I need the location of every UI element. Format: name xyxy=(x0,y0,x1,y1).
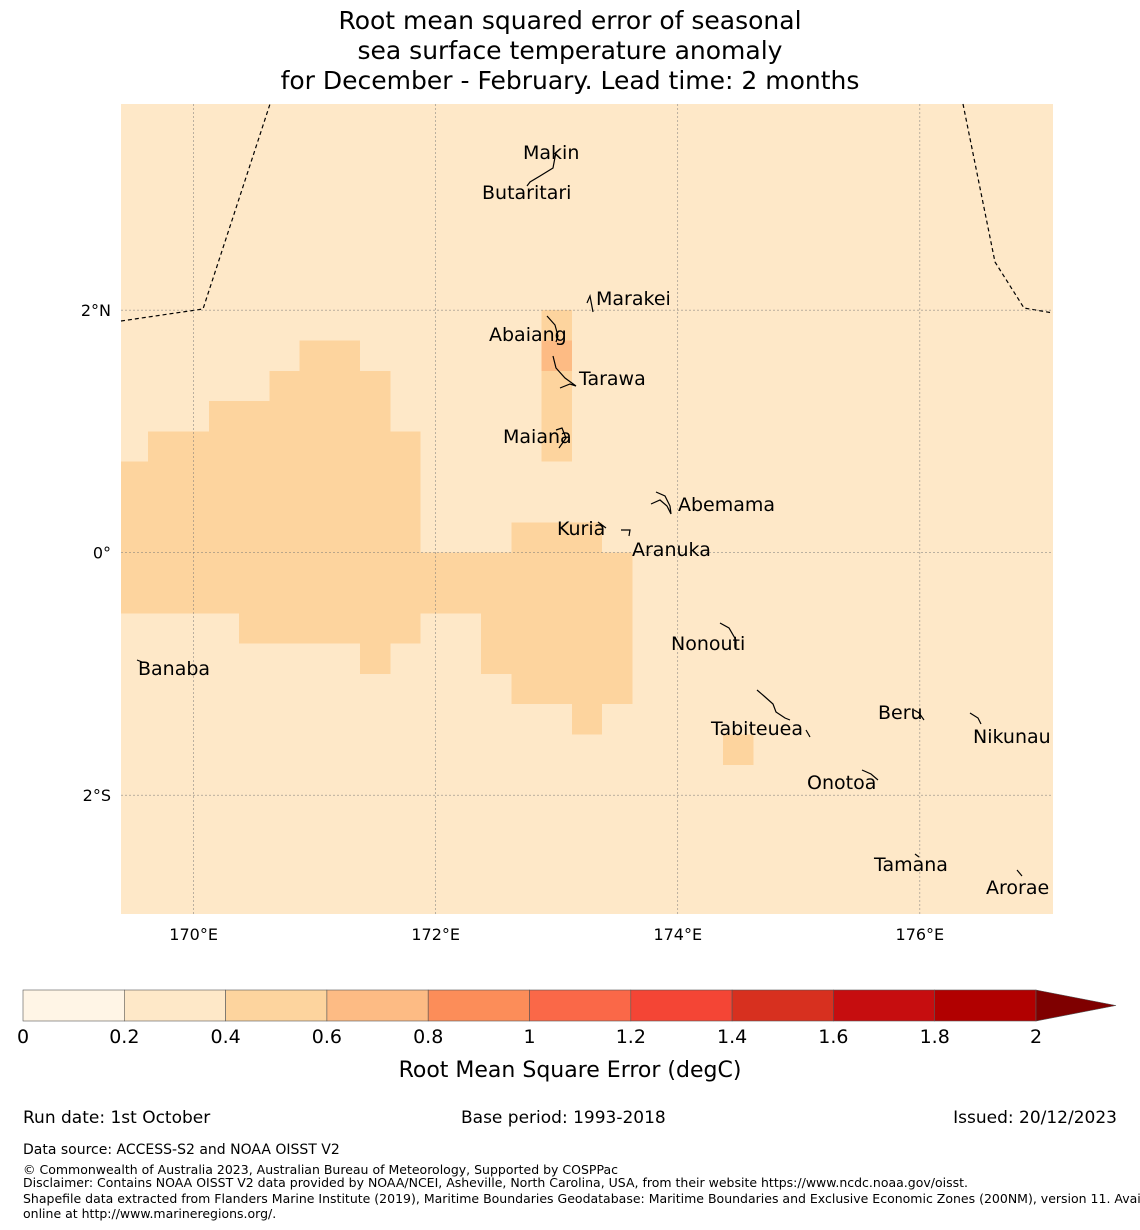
island-label: Beru xyxy=(878,702,923,724)
island-label: Arorae xyxy=(986,877,1049,899)
island-label: Kuria xyxy=(557,518,605,540)
rmse-cell xyxy=(121,461,149,614)
title-line-1: Root mean squared error of seasonal xyxy=(338,6,802,35)
title-line-2: sea surface temperature anomaly xyxy=(357,36,783,65)
colorbar-tick-label: 1.6 xyxy=(818,1026,848,1048)
rmse-cell xyxy=(208,401,240,614)
island-outline xyxy=(969,712,982,725)
rmse-cell xyxy=(390,431,421,644)
shapefile-credit-2: online at http://www.marineregions.org/. xyxy=(23,1206,277,1221)
colorbar-segment xyxy=(833,989,936,1022)
island-label: Tarawa xyxy=(578,368,646,390)
disclaimer: Disclaimer: Contains NOAA OISST V2 data … xyxy=(23,1175,968,1190)
lat-tick-label: 2°N xyxy=(81,301,111,320)
island-label: Butaritari xyxy=(482,182,571,204)
island-outline xyxy=(650,491,672,515)
island-label: Abemama xyxy=(678,494,775,516)
colorbar-tick-label: 1.4 xyxy=(717,1026,747,1048)
rmse-cell xyxy=(420,552,482,614)
colorbar-segment xyxy=(124,989,226,1022)
island-outline xyxy=(546,315,559,343)
island-outline xyxy=(597,521,607,529)
island-outline xyxy=(621,529,631,537)
island-outline xyxy=(1016,869,1023,877)
shapefile-credit-1: Shapefile data extracted from Flanders M… xyxy=(23,1191,1140,1206)
island-label: Nonouti xyxy=(671,633,745,655)
colorbar-tick-label: 0.2 xyxy=(109,1026,139,1048)
island-outline xyxy=(861,769,879,781)
rmse-cell xyxy=(269,370,300,644)
colorbar-tick-label: 1.8 xyxy=(920,1026,950,1048)
lon-tick-label: 172°E xyxy=(411,925,460,944)
colorbar-tick-label: 1.2 xyxy=(616,1026,646,1048)
island-label: Aranuka xyxy=(632,539,711,561)
lon-tick-label: 174°E xyxy=(653,925,702,944)
rmse-cell xyxy=(360,370,391,674)
lat-tick-label: 2°S xyxy=(83,786,111,805)
rmse-cell xyxy=(602,552,633,705)
eez-boundary-west xyxy=(120,103,271,322)
rmse-cell xyxy=(148,431,209,614)
colorbar-segment xyxy=(934,989,1037,1022)
colorbar-segment xyxy=(225,989,328,1022)
rmse-cell xyxy=(571,522,603,735)
colorbar-extend-arrow xyxy=(1035,989,1117,1022)
island-label: Banaba xyxy=(138,658,210,680)
rmse-cell xyxy=(541,340,572,371)
copyright: © Commonwealth of Australia 2023, Austra… xyxy=(23,1162,618,1177)
colorbar-tick-label: 2 xyxy=(1030,1026,1042,1048)
base-period: Base period: 1993-2018 xyxy=(461,1108,666,1128)
colorbar-tick-label: 0.6 xyxy=(312,1026,342,1048)
map-figure: 170°E 172°E 174°E 176°E 2°N 0° 2°S Makin Butarit… xyxy=(17,103,1117,1083)
island-outline xyxy=(805,729,811,738)
colorbar-segment xyxy=(427,989,530,1022)
colorbar-tick-label: 0.4 xyxy=(210,1026,240,1048)
lon-tick-label: 170°E xyxy=(169,925,218,944)
island-outline xyxy=(914,853,920,858)
island-outline xyxy=(136,659,143,663)
rmse-cell xyxy=(299,340,361,644)
chart-title: Root mean squared error of seasonal sea … xyxy=(120,6,1020,96)
eez-boundary-east xyxy=(962,103,1054,314)
colorbar-segment xyxy=(529,989,632,1022)
rmse-cell xyxy=(723,734,754,765)
rmse-cell xyxy=(511,522,572,705)
rmse-cell xyxy=(481,552,512,674)
colorbar-tick-label: 1 xyxy=(523,1026,535,1048)
island-label: Nikunau xyxy=(973,726,1051,748)
colorbar-tick-label: 0.8 xyxy=(413,1026,443,1048)
island-label: Maiana xyxy=(503,426,572,448)
rmse-cell xyxy=(239,401,270,644)
lon-tick-label: 176°E xyxy=(896,925,945,944)
colorbar-segment xyxy=(22,989,125,1022)
colorbar-segment xyxy=(731,989,834,1022)
run-date: Run date: 1st October xyxy=(23,1108,211,1128)
island-label: Abaiang xyxy=(489,324,567,346)
island-outline xyxy=(586,293,594,313)
island-outline xyxy=(552,355,577,389)
island-outline xyxy=(555,427,567,449)
island-outline xyxy=(913,709,925,721)
island-outline xyxy=(756,689,791,721)
colorbar-segment xyxy=(326,989,429,1022)
colorbar-label: Root Mean Square Error (degC) xyxy=(399,1058,742,1083)
issued-date: Issued: 20/12/2023 xyxy=(953,1108,1117,1128)
rmse-cell xyxy=(541,310,572,462)
island-label: Onotoa xyxy=(807,772,876,794)
colorbar-tick-label: 0 xyxy=(17,1026,29,1048)
colorbar-segment xyxy=(630,989,733,1022)
island-label: Makin xyxy=(523,142,579,164)
lat-tick-label: 0° xyxy=(93,544,111,563)
data-source: Data source: ACCESS-S2 and NOAA OISST V2 xyxy=(23,1142,340,1158)
island-label: Tamana xyxy=(873,854,948,876)
island-outline xyxy=(719,622,737,648)
island-outline xyxy=(526,151,557,187)
island-label: Marakei xyxy=(596,288,671,310)
title-line-3: for December - February. Lead time: 2 mo… xyxy=(280,66,860,95)
island-label: Tabiteuea xyxy=(710,718,803,740)
